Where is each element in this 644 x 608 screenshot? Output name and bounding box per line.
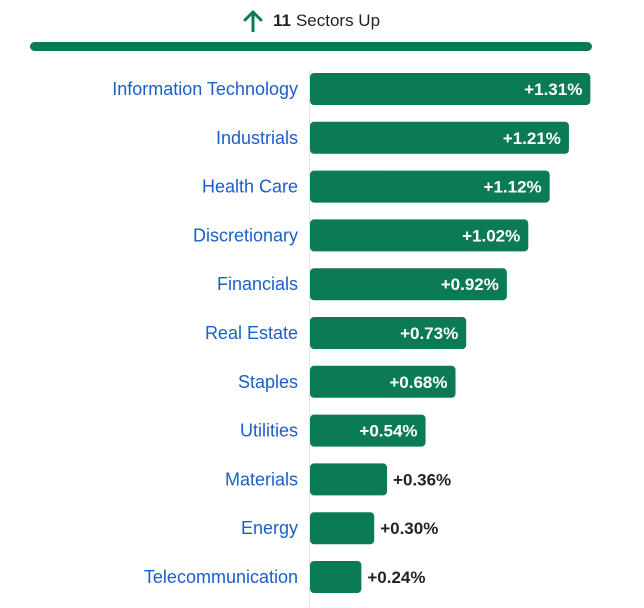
category-label: Telecommunication	[144, 567, 298, 587]
category-label: Financials	[217, 274, 298, 294]
category-label: Health Care	[202, 177, 298, 197]
value-label: +0.73%	[400, 324, 458, 343]
sector-bar	[310, 219, 529, 252]
sector-bar	[310, 414, 426, 447]
category-label: Staples	[238, 372, 298, 392]
sector-bar	[310, 268, 507, 301]
value-label: +1.12%	[484, 178, 542, 197]
sector-bar	[310, 73, 591, 105]
value-label: +1.21%	[503, 129, 561, 148]
sector-bar	[310, 561, 362, 593]
sectors-summary-bar	[30, 42, 592, 51]
chart-axis-line	[309, 70, 310, 608]
sector-bar	[310, 512, 375, 545]
value-label: +0.24%	[367, 568, 425, 587]
category-label: Utilities	[240, 421, 298, 441]
value-label: +1.31%	[524, 80, 582, 99]
sectors-up-header: 11 Sectors Up	[0, 6, 623, 36]
sectors-up-count: 11	[272, 11, 291, 30]
sector-bar	[310, 317, 467, 349]
value-label: +0.92%	[441, 275, 499, 294]
sector-bar	[310, 463, 388, 496]
arrow-up-icon	[243, 10, 263, 32]
sector-bar	[310, 170, 550, 203]
category-label: Materials	[225, 469, 298, 489]
value-label: +0.54%	[359, 422, 417, 441]
category-label: Information Technology	[112, 79, 298, 99]
category-label: Industrials	[216, 128, 298, 148]
value-label: +0.68%	[389, 373, 447, 392]
value-label: +1.02%	[462, 226, 520, 245]
category-label: Discretionary	[193, 225, 298, 245]
category-label: Energy	[241, 518, 298, 538]
category-label: Real Estate	[205, 323, 298, 343]
sectors-up-label: Sectors Up	[295, 11, 381, 30]
sector-bar	[310, 121, 569, 154]
value-label: +0.30%	[380, 519, 438, 538]
sector-bar	[310, 365, 456, 398]
value-label: +0.36%	[393, 470, 451, 489]
